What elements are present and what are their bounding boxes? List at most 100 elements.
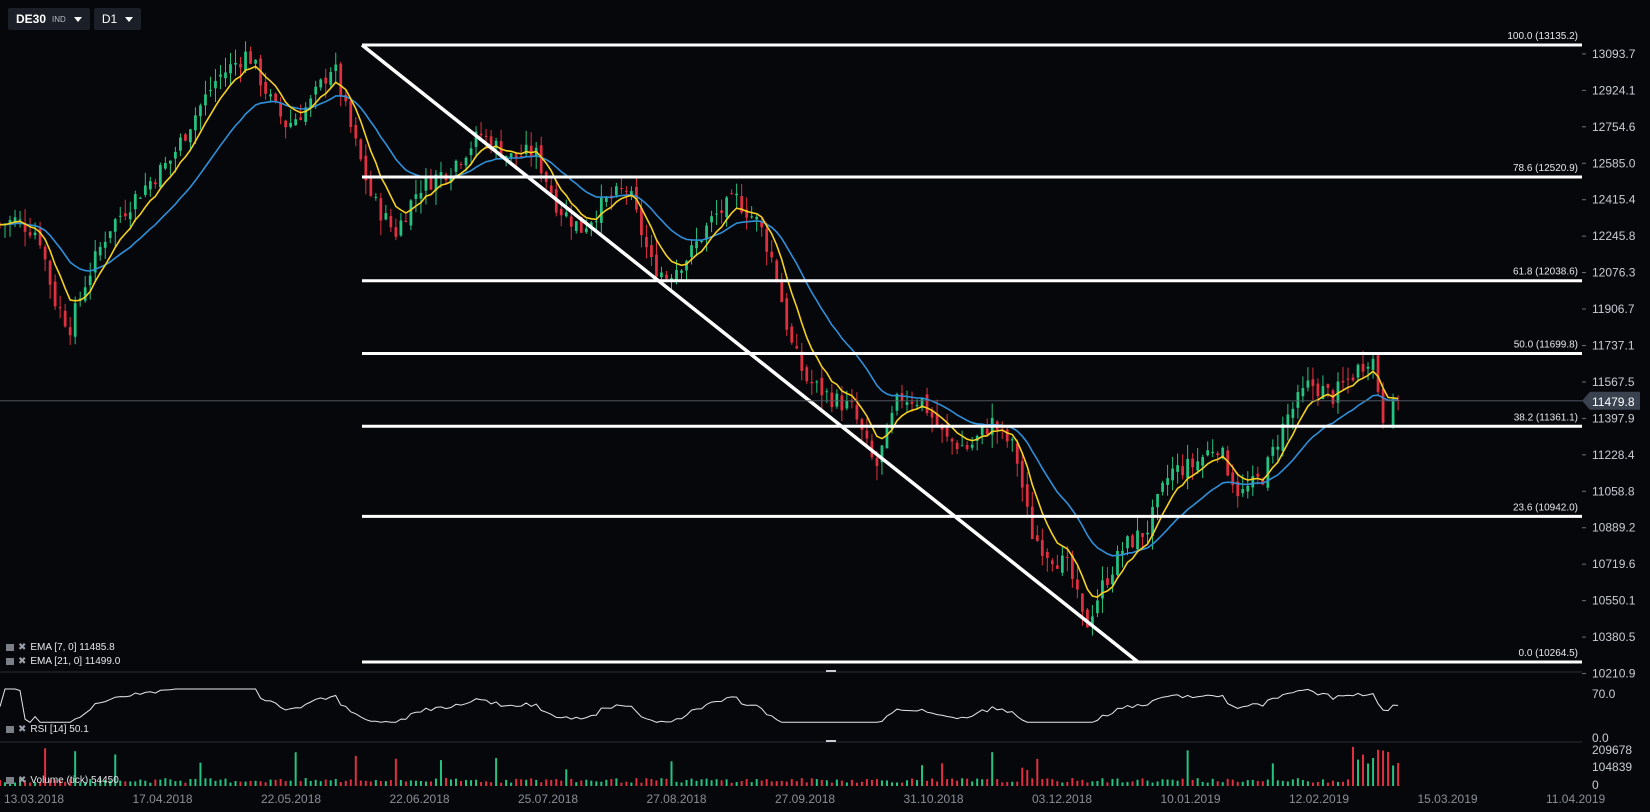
candle-body[interactable]	[710, 216, 713, 223]
candle-body[interactable]	[915, 404, 919, 407]
candle-body[interactable]	[675, 269, 678, 282]
ema7-line[interactable]	[0, 65, 1399, 598]
candle-body[interactable]	[574, 221, 578, 231]
candle-body[interactable]	[419, 192, 423, 199]
candle-body[interactable]	[980, 426, 984, 436]
candle-body[interactable]	[1196, 461, 1200, 471]
candle-body[interactable]	[63, 310, 67, 327]
candle-body[interactable]	[1276, 446, 1280, 450]
candle-body[interactable]	[88, 275, 92, 285]
candle-body[interactable]	[369, 177, 373, 196]
candle-body[interactable]	[479, 133, 483, 136]
candle-body[interactable]	[1076, 579, 1079, 590]
candle-body[interactable]	[234, 62, 237, 65]
candle-body[interactable]	[148, 181, 152, 190]
candle-body[interactable]	[780, 281, 784, 303]
candle-body[interactable]	[760, 221, 764, 228]
candle-body[interactable]	[279, 103, 282, 117]
candle-body[interactable]	[1091, 616, 1094, 626]
candle-body[interactable]	[464, 157, 468, 166]
candle-body[interactable]	[885, 425, 889, 449]
candle-body[interactable]	[1015, 443, 1019, 464]
candle-body[interactable]	[1296, 392, 1300, 408]
candle-body[interactable]	[790, 326, 794, 343]
candle-body[interactable]	[905, 402, 909, 405]
candle-body[interactable]	[660, 272, 663, 278]
candle-body[interactable]	[524, 144, 528, 155]
candle-body[interactable]	[1111, 574, 1114, 585]
candle-body[interactable]	[1281, 423, 1285, 451]
candle-body[interactable]	[1251, 476, 1255, 488]
candle-body[interactable]	[1025, 484, 1029, 507]
candle-body[interactable]	[1266, 457, 1270, 488]
candle-body[interactable]	[1101, 580, 1104, 599]
candle-body[interactable]	[73, 303, 77, 337]
candle-body[interactable]	[785, 298, 789, 330]
candle-body[interactable]	[730, 193, 733, 195]
candle-body[interactable]	[640, 207, 643, 236]
candle-body[interactable]	[750, 216, 754, 218]
candle-body[interactable]	[1176, 465, 1179, 472]
candle-body[interactable]	[755, 216, 759, 220]
candle-body[interactable]	[945, 427, 949, 437]
candle-body[interactable]	[965, 444, 969, 450]
candle-body[interactable]	[1371, 358, 1375, 370]
candle-body[interactable]	[1020, 460, 1024, 488]
candle-body[interactable]	[1221, 447, 1225, 457]
candle-body[interactable]	[835, 393, 839, 407]
candle-body[interactable]	[1366, 366, 1370, 369]
candle-body[interactable]	[1161, 482, 1164, 492]
candle-body[interactable]	[184, 134, 187, 141]
candle-body[interactable]	[489, 136, 493, 150]
candle-body[interactable]	[1246, 485, 1250, 492]
candle-body[interactable]	[93, 251, 97, 273]
candle-body[interactable]	[359, 139, 363, 160]
candle-body[interactable]	[294, 119, 298, 126]
candle-body[interactable]	[98, 246, 102, 256]
candle-body[interactable]	[529, 145, 533, 157]
candle-body[interactable]	[1081, 593, 1084, 612]
candle-body[interactable]	[584, 228, 588, 233]
candle-body[interactable]	[128, 212, 132, 220]
candle-body[interactable]	[1376, 355, 1380, 392]
candle-body[interactable]	[1241, 489, 1245, 494]
candle-body[interactable]	[1156, 494, 1159, 508]
candle-body[interactable]	[920, 398, 924, 408]
candle-body[interactable]	[53, 281, 57, 307]
candle-body[interactable]	[1191, 458, 1195, 468]
candle-body[interactable]	[1136, 530, 1139, 550]
candle-body[interactable]	[1010, 439, 1014, 441]
candle-body[interactable]	[158, 164, 162, 188]
candle-body[interactable]	[143, 185, 147, 195]
candle-body[interactable]	[28, 232, 32, 236]
candle-body[interactable]	[519, 155, 523, 157]
candle-body[interactable]	[1146, 532, 1149, 535]
candle-body[interactable]	[1055, 565, 1059, 569]
candle-body[interactable]	[1236, 481, 1240, 497]
candle-body[interactable]	[1035, 535, 1039, 541]
candle-body[interactable]	[795, 346, 799, 349]
candle-body[interactable]	[289, 122, 293, 127]
candle-body[interactable]	[269, 94, 272, 97]
settings-icon[interactable]	[6, 644, 14, 651]
candle-body[interactable]	[1096, 600, 1099, 614]
candle-body[interactable]	[474, 131, 478, 147]
candle-body[interactable]	[83, 287, 87, 301]
candle-body[interactable]	[244, 51, 247, 71]
candle-body[interactable]	[494, 140, 498, 149]
candle-body[interactable]	[58, 307, 62, 309]
panel-resize-handle[interactable]	[826, 740, 836, 742]
candle-body[interactable]	[1216, 453, 1220, 456]
candle-body[interactable]	[810, 381, 814, 384]
candle-body[interactable]	[1316, 383, 1320, 397]
candle-body[interactable]	[374, 196, 378, 198]
candle-body[interactable]	[1351, 377, 1355, 381]
candle-body[interactable]	[48, 260, 52, 285]
candle-body[interactable]	[1171, 468, 1174, 481]
candle-body[interactable]	[299, 117, 303, 120]
candle-body[interactable]	[1060, 555, 1064, 573]
candle-body[interactable]	[895, 394, 899, 411]
candle-body[interactable]	[1030, 506, 1034, 539]
candle-body[interactable]	[960, 445, 964, 447]
candle-body[interactable]	[133, 194, 137, 210]
